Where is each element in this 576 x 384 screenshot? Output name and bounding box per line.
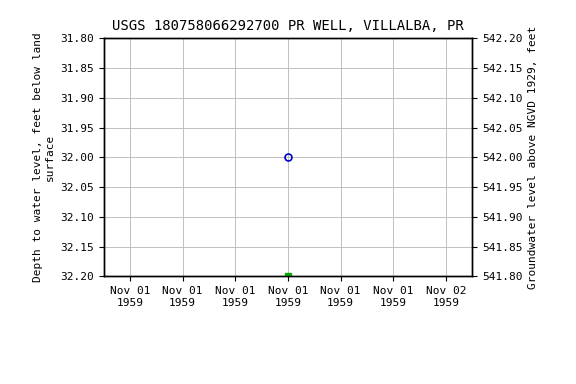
Legend: Period of approved data: Period of approved data bbox=[191, 383, 385, 384]
Y-axis label: Depth to water level, feet below land
surface: Depth to water level, feet below land su… bbox=[33, 33, 55, 282]
Y-axis label: Groundwater level above NGVD 1929, feet: Groundwater level above NGVD 1929, feet bbox=[528, 26, 538, 289]
Title: USGS 180758066292700 PR WELL, VILLALBA, PR: USGS 180758066292700 PR WELL, VILLALBA, … bbox=[112, 19, 464, 33]
